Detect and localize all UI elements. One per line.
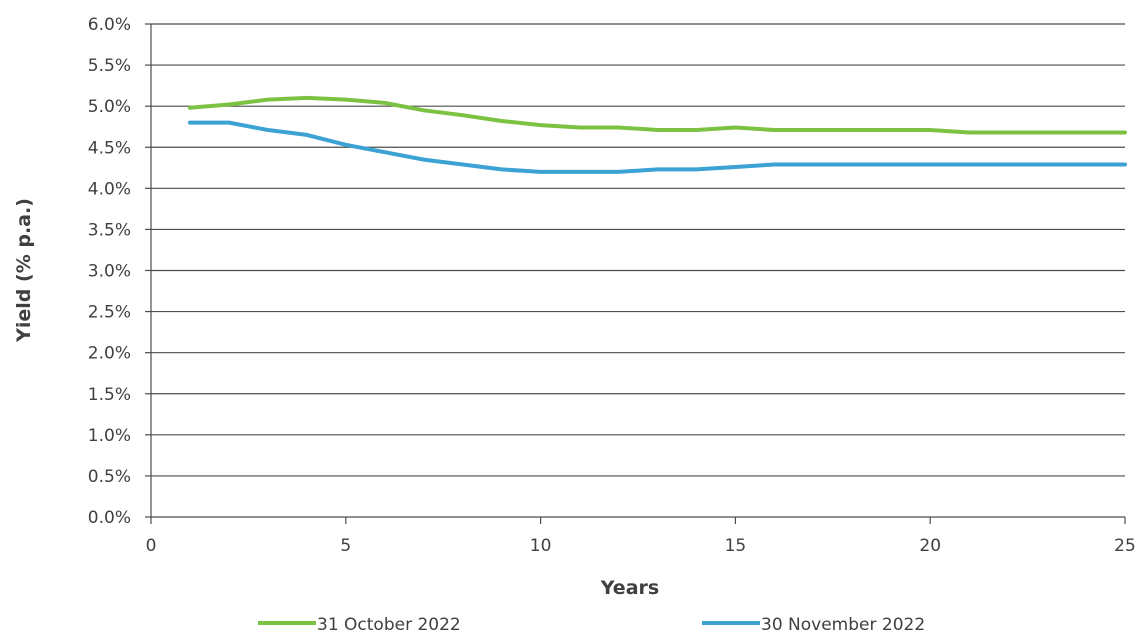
- series-line-1: [188, 95, 1127, 135]
- gridlines: [151, 23, 1125, 477]
- y-tick-label: 0.5%: [88, 467, 131, 487]
- y-tick-label: 4.5%: [88, 138, 131, 158]
- legend-label: 30 November 2022: [761, 615, 925, 635]
- x-axis-title: Years: [600, 577, 659, 599]
- y-tick-label: 4.0%: [88, 179, 131, 199]
- x-tick-label: 10: [530, 536, 552, 556]
- y-tick-label: 5.5%: [88, 56, 131, 76]
- legend-label: 31 October 2022: [317, 615, 461, 635]
- y-tick-label: 1.0%: [88, 426, 131, 446]
- series-lines: [188, 95, 1127, 174]
- x-tick-label: 25: [1114, 536, 1136, 556]
- y-tick-label: 6.0%: [88, 15, 131, 35]
- legend: 31 October 2022 30 November 2022: [258, 615, 925, 635]
- y-tick-label: 3.0%: [88, 262, 131, 282]
- y-tick-label: 0.0%: [88, 508, 131, 528]
- x-tick-label: 15: [725, 536, 747, 556]
- x-tick-label: 0: [146, 536, 157, 556]
- y-tick-label: 1.5%: [88, 385, 131, 405]
- x-tick-label: 20: [919, 536, 941, 556]
- y-tick-label: 3.5%: [88, 220, 131, 240]
- y-tick-label: 5.0%: [88, 97, 131, 117]
- series-line-2: [188, 120, 1127, 174]
- y-tick-label: 2.5%: [88, 303, 131, 323]
- tick-labels: 0.0% 0.5% 1.0% 1.5% 2.0% 2.5% 3.0% 3.5% 4.0% 4.5%…: [88, 15, 1136, 556]
- y-axis-title: Yield (% p.a.): [13, 198, 35, 343]
- x-tick-label: 5: [340, 536, 351, 556]
- y-tick-label: 2.0%: [88, 344, 131, 364]
- axes: [145, 23, 1126, 524]
